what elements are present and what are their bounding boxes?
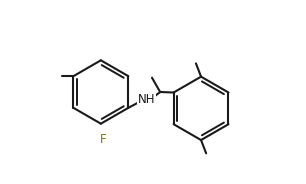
Text: NH: NH	[137, 93, 155, 106]
Text: F: F	[99, 133, 106, 146]
